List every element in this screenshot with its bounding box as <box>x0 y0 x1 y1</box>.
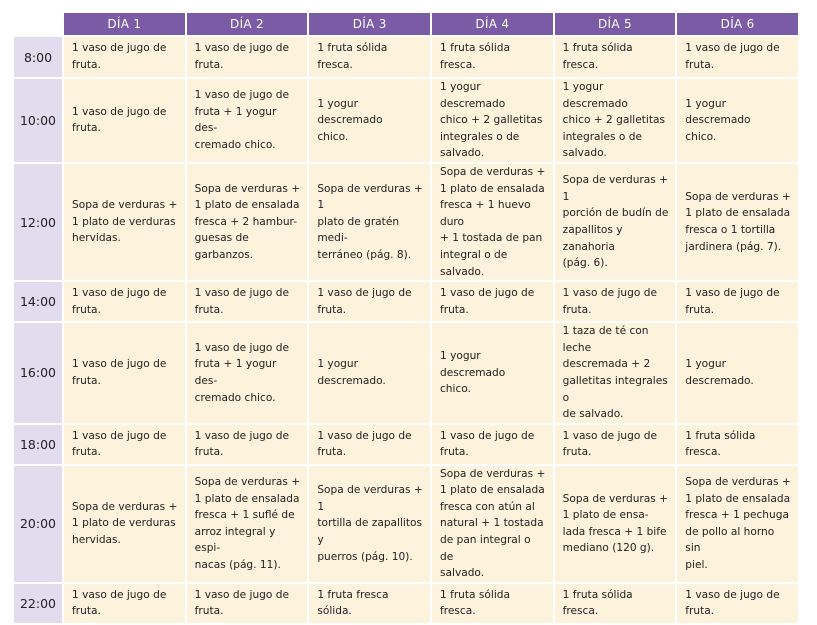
table-row: 14:00 1 vaso de jugo de fruta. 1 vaso de … <box>14 282 800 324</box>
meal-cell: 1 vaso de jugo de fruta. <box>677 583 800 625</box>
meal-cell: 1 yogur descremado. <box>677 323 800 425</box>
meal-cell: 1 vaso de jugo de fruta. <box>186 282 310 324</box>
table-row: 22:00 1 vaso de jugo de fruta. 1 vaso de … <box>14 583 800 625</box>
meal-cell: 1 fruta sólida fresca. <box>554 37 678 79</box>
time-label: 14:00 <box>14 282 65 324</box>
meal-cell: Sopa de verduras +1 plato de verduras her… <box>64 163 187 283</box>
meal-cell: Sopa de verduras +1 plato de ensalada fre… <box>431 163 555 283</box>
meal-cell: Sopa de verduras + 1 porción de budín de z… <box>554 163 678 283</box>
meal-cell: 1 vaso de jugo de fruta. <box>554 424 678 466</box>
meal-cell: Sopa de verduras +1 plato de ensa-lada f… <box>554 465 678 584</box>
corner-cell <box>14 13 65 37</box>
time-label: 12:00 <box>14 163 65 283</box>
meal-cell: 1 vaso de jugo de fruta. <box>186 37 310 79</box>
meal-cell: 1 vaso de jugo de fruta. <box>554 282 678 324</box>
meal-cell: 1 vaso de jugo de fruta. <box>64 37 187 79</box>
time-label: 10:00 <box>14 79 65 164</box>
day-header: DÍA 3 <box>309 13 432 37</box>
table-row: 12:00 Sopa de verduras +1 plato de verdu… <box>14 163 800 283</box>
meal-cell: 1 vaso de jugo de fruta. <box>309 424 432 466</box>
meal-cell: 1 vaso de jugo de fruta. <box>64 79 187 164</box>
table-row: 8:00 1 vaso de jugo de fruta. 1 vaso de j… <box>14 37 800 79</box>
table-row: 18:00 1 vaso de jugo de fruta. 1 vaso de … <box>14 424 800 466</box>
meal-cell: Sopa de verduras +1 plato de ensalada fre… <box>677 163 800 283</box>
meal-cell: 1 yogur descremado chico + 2 galletitas in… <box>554 79 678 164</box>
meal-cell: Sopa de verduras +1 plato de ensalada fre… <box>186 163 310 283</box>
meal-cell: 1 vaso de jugo de fruta. <box>64 583 187 625</box>
meal-cell: 1 vaso de jugo de fruta. <box>64 282 187 324</box>
meal-cell: 1 fruta sólida fresca. <box>677 424 800 466</box>
meal-cell: 1 vaso de jugo de fruta. <box>431 424 555 466</box>
meal-cell: 1 vaso de jugo de fruta. <box>309 282 432 324</box>
meal-cell: 1 fruta sólida fresca. <box>431 583 555 625</box>
meal-cell: 1 vaso de jugo de fruta. <box>64 424 187 466</box>
meal-cell: Sopa de verduras + 1 tortilla de zapallit… <box>309 465 432 584</box>
time-label: 20:00 <box>14 465 65 584</box>
day-header: DÍA 6 <box>677 13 800 37</box>
meal-plan-table-wrapper: DÍA 1 DÍA 2 DÍA 3 DÍA 4 DÍA 5 DÍA 6 8:00… <box>14 13 800 625</box>
time-label: 16:00 <box>14 323 65 425</box>
day-header: DÍA 4 <box>431 13 555 37</box>
meal-cell: 1 vaso de jugo de fruta + 1 yogur des-cre… <box>186 79 310 164</box>
meal-cell: 1 vaso de jugo de fruta. <box>186 424 310 466</box>
meal-cell: Sopa de verduras +1 plato de ensalada fre… <box>186 465 310 584</box>
meal-cell: 1 yogur descremado chico. <box>431 323 555 425</box>
meal-cell: Sopa de verduras +1 plato de verduras her… <box>64 465 187 584</box>
meal-cell: Sopa de verduras +1 plato de ensalada fre… <box>677 465 800 584</box>
meal-cell: 1 yogur descremado chico + 2 galletitas in… <box>431 79 555 164</box>
meal-cell: 1 yogur descremado chico. <box>309 79 432 164</box>
meal-cell: 1 vaso de jugo de fruta. <box>186 583 310 625</box>
meal-cell: 1 taza de té con leche descremada + 2 gall… <box>554 323 678 425</box>
meal-cell: 1 fruta fresca sólida. <box>309 583 432 625</box>
meal-cell: Sopa de verduras +1 plato de ensalada fre… <box>431 465 555 584</box>
day-header: DÍA 1 <box>64 13 187 37</box>
meal-cell: 1 fruta sólida fresca. <box>554 583 678 625</box>
meal-cell: 1 vaso de jugo de fruta. <box>677 37 800 79</box>
header-row: DÍA 1 DÍA 2 DÍA 3 DÍA 4 DÍA 5 DÍA 6 <box>14 13 800 37</box>
day-header: DÍA 2 <box>186 13 310 37</box>
time-label: 8:00 <box>14 37 65 79</box>
meal-cell: 1 yogur descremado. <box>309 323 432 425</box>
day-header: DÍA 5 <box>554 13 678 37</box>
meal-cell: 1 fruta sólida fresca. <box>309 37 432 79</box>
table-row: 20:00 Sopa de verduras +1 plato de verdu… <box>14 465 800 584</box>
meal-cell: 1 vaso de jugo de fruta. <box>64 323 187 425</box>
table-row: 16:00 1 vaso de jugo de fruta. 1 vaso de … <box>14 323 800 425</box>
meal-cell: 1 yogur descremado chico. <box>677 79 800 164</box>
time-label: 22:00 <box>14 583 65 625</box>
meal-cell: 1 fruta sólida fresca. <box>431 37 555 79</box>
meal-cell: 1 vaso de jugo de fruta. <box>677 282 800 324</box>
table-row: 10:00 1 vaso de jugo de fruta. 1 vaso de … <box>14 79 800 164</box>
time-label: 18:00 <box>14 424 65 466</box>
meal-cell: Sopa de verduras + 1 plato de gratén medi… <box>309 163 432 283</box>
meal-cell: 1 vaso de jugo de fruta. <box>431 282 555 324</box>
meal-plan-table: DÍA 1 DÍA 2 DÍA 3 DÍA 4 DÍA 5 DÍA 6 8:00… <box>14 13 800 625</box>
meal-cell: 1 vaso de jugo de fruta + 1 yogur des-cre… <box>186 323 310 425</box>
